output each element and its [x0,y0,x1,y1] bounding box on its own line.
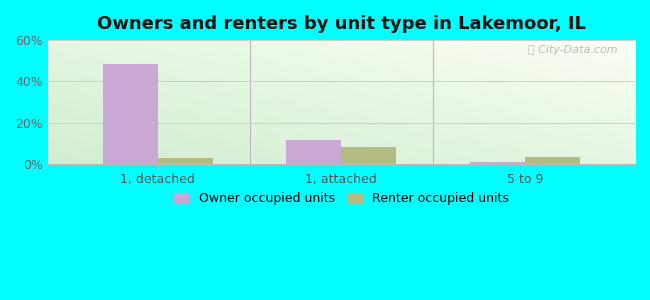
Text: ⓘ City-Data.com: ⓘ City-Data.com [528,45,618,55]
Title: Owners and renters by unit type in Lakemoor, IL: Owners and renters by unit type in Lakem… [97,15,586,33]
Bar [525,157,580,164]
Bar [341,147,396,164]
Bar [103,64,158,164]
Legend: Owner occupied units, Renter occupied units: Owner occupied units, Renter occupied un… [168,187,514,210]
Bar [158,158,213,164]
Bar [470,162,525,164]
Bar [286,140,341,164]
